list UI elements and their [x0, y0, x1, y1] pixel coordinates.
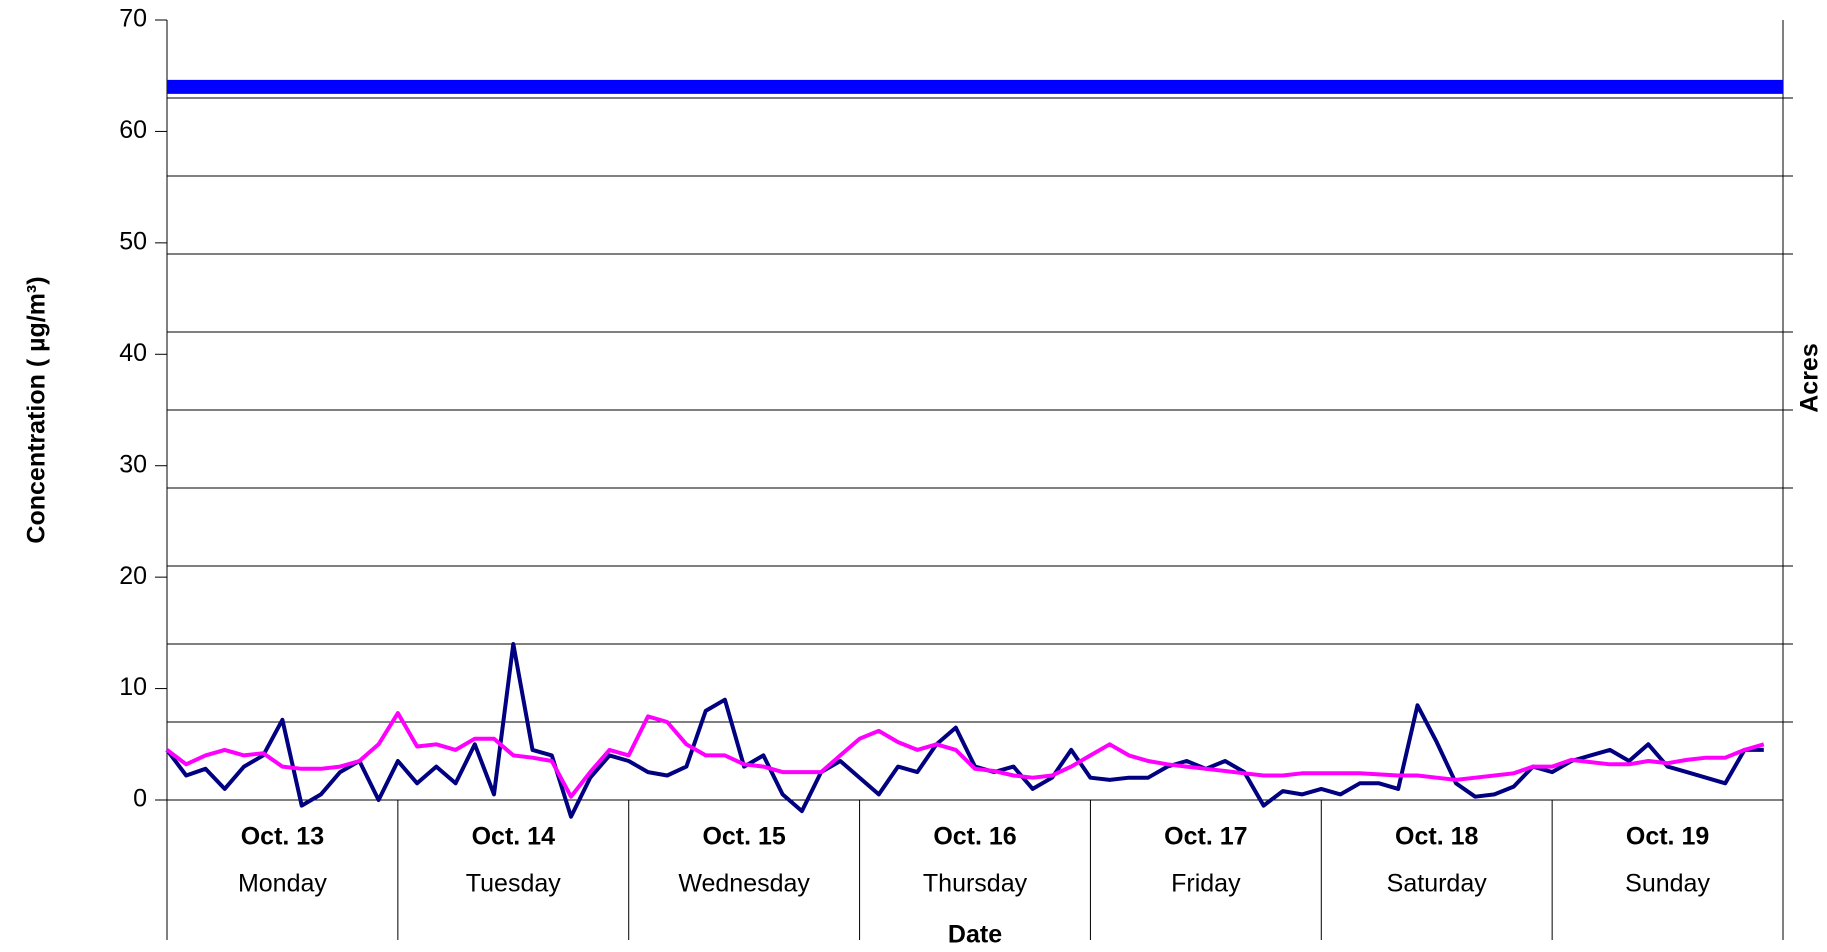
x-axis-label: Date	[948, 921, 1002, 949]
x-tick-label: Oct. 16	[933, 823, 1016, 851]
x-tick-sublabel: Saturday	[1387, 870, 1488, 898]
y-tick-label: 60	[119, 116, 147, 144]
y-axis-label: Concentration ( µg/m³)	[23, 276, 51, 543]
x-tick-sublabel: Tuesday	[466, 870, 561, 898]
x-tick-label: Oct. 19	[1626, 823, 1709, 851]
x-tick-sublabel: Wednesday	[678, 870, 810, 898]
x-tick-label: Oct. 15	[702, 823, 785, 851]
x-tick-label: Oct. 18	[1395, 823, 1478, 851]
y-tick-label: 30	[119, 450, 147, 478]
y-tick-label: 40	[119, 339, 147, 367]
y-tick-label: 50	[119, 227, 147, 255]
series-line	[165, 711, 1765, 799]
y-tick-label: 20	[119, 562, 147, 590]
x-tick-sublabel: Thursday	[923, 870, 1028, 898]
y-tick-label: 70	[119, 5, 147, 33]
y-tick-label: 10	[119, 673, 147, 701]
y2-axis-label: Acres	[1796, 343, 1824, 413]
x-tick-label: Oct. 14	[472, 823, 555, 851]
x-tick-sublabel: Monday	[238, 870, 327, 898]
series-line	[165, 642, 1764, 819]
x-tick-label: Oct. 17	[1164, 823, 1247, 851]
x-tick-label: Oct. 13	[241, 823, 324, 851]
y-tick-label: 0	[133, 785, 147, 813]
x-tick-sublabel: Friday	[1171, 870, 1241, 898]
x-tick-sublabel: Sunday	[1625, 870, 1710, 898]
